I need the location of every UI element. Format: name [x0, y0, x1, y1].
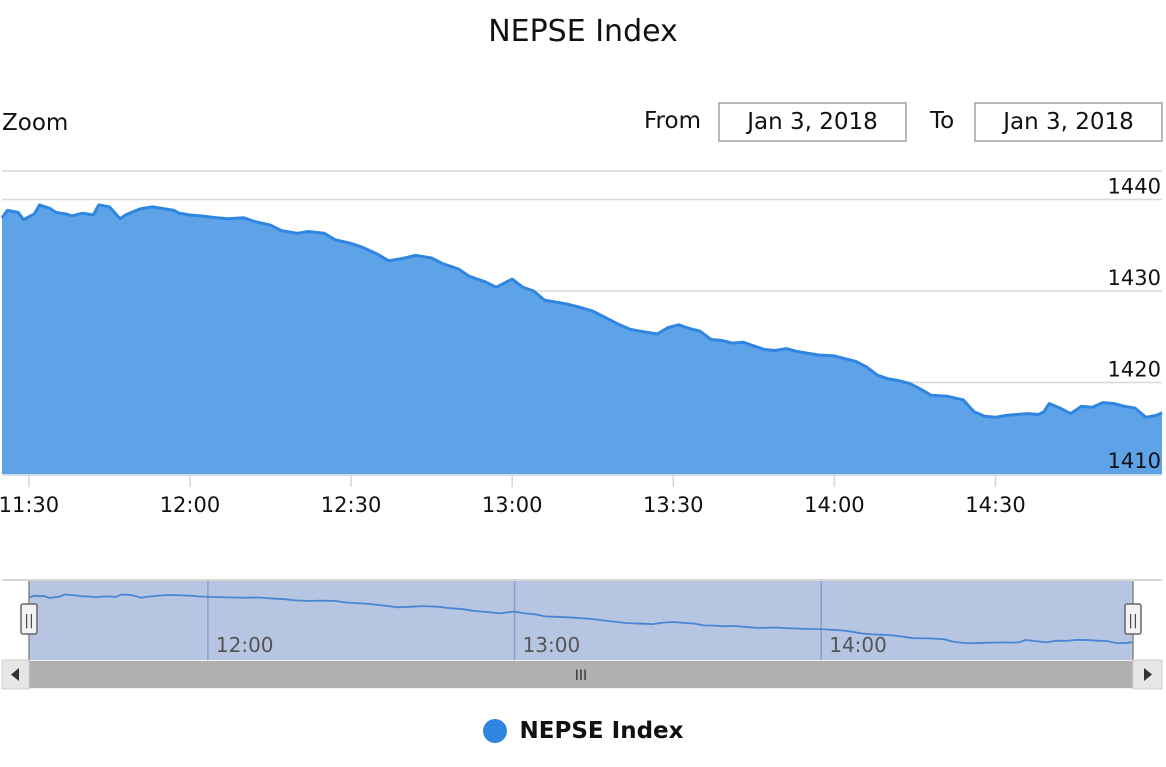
- chart-title: NEPSE Index: [488, 14, 678, 49]
- scrollbar-grip: III: [575, 668, 587, 684]
- left-handle-grip: ||: [24, 613, 33, 629]
- navigator[interactable]: 12:00 13:00 14:00 || ||: [2, 579, 1162, 660]
- arrow-left-icon: [11, 668, 19, 681]
- series-area-nepse-index[interactable]: [2, 204, 1162, 474]
- y-tick-label: 1420: [1108, 357, 1161, 381]
- navigator-left-handle[interactable]: ||: [20, 603, 38, 635]
- arrow-right-icon: [1144, 668, 1152, 681]
- right-handle-grip: ||: [1128, 613, 1137, 629]
- series-line-nepse-index[interactable]: [0, 203, 1163, 419]
- x-tick-label: 14:00: [804, 493, 865, 517]
- navigator-series: [28, 593, 1134, 645]
- from-label: From: [644, 108, 701, 134]
- x-tick-label: 11:30: [0, 493, 59, 517]
- x-tick-label: 13:30: [643, 493, 704, 517]
- legend: NEPSE Index: [0, 718, 1166, 747]
- legend-circle-icon: [482, 719, 507, 743]
- navigator-x-tick-label: 13:00: [523, 633, 581, 657]
- x-tick-label: 14:30: [965, 493, 1026, 517]
- scrollbar-thumb[interactable]: [29, 661, 1133, 688]
- x-tick-label: 12:00: [160, 493, 221, 517]
- navigator-selection-mask[interactable]: [29, 581, 1133, 660]
- y-tick-label: 1410: [1108, 449, 1161, 473]
- x-tick-label: 13:00: [482, 493, 543, 517]
- navigator-right-handle[interactable]: ||: [1124, 603, 1142, 635]
- from-date-input[interactable]: [718, 102, 907, 142]
- plot-area[interactable]: [0, 203, 1163, 474]
- to-label: To: [930, 108, 955, 134]
- scrollbar[interactable]: III: [1, 659, 1163, 690]
- legend-label: NEPSE Index: [519, 718, 684, 744]
- zoom-label: Zoom: [2, 110, 69, 136]
- navigator-gridlines: [207, 581, 822, 660]
- y-tick-label: 1430: [1108, 266, 1161, 290]
- to-date-input[interactable]: [974, 102, 1163, 142]
- scroll-left-button[interactable]: [1, 659, 30, 690]
- scroll-right-button[interactable]: [1132, 659, 1163, 690]
- navigator-series-line: [28, 593, 1134, 645]
- navigator-x-tick-label: 12:00: [216, 633, 274, 657]
- x-axis: 11:30 12:00 12:30 13:00 13:30 14:00 14:30: [0, 474, 1162, 517]
- x-tick-label: 12:30: [321, 493, 382, 517]
- navigator-x-tick-label: 14:00: [829, 633, 887, 657]
- legend-item-nepse-index[interactable]: NEPSE Index: [482, 718, 684, 744]
- navigator-x-axis: 12:00 13:00 14:00: [216, 633, 887, 657]
- y-axis: 1410 1420 1430 1440: [1108, 174, 1161, 473]
- y-tick-label: 1440: [1108, 174, 1161, 198]
